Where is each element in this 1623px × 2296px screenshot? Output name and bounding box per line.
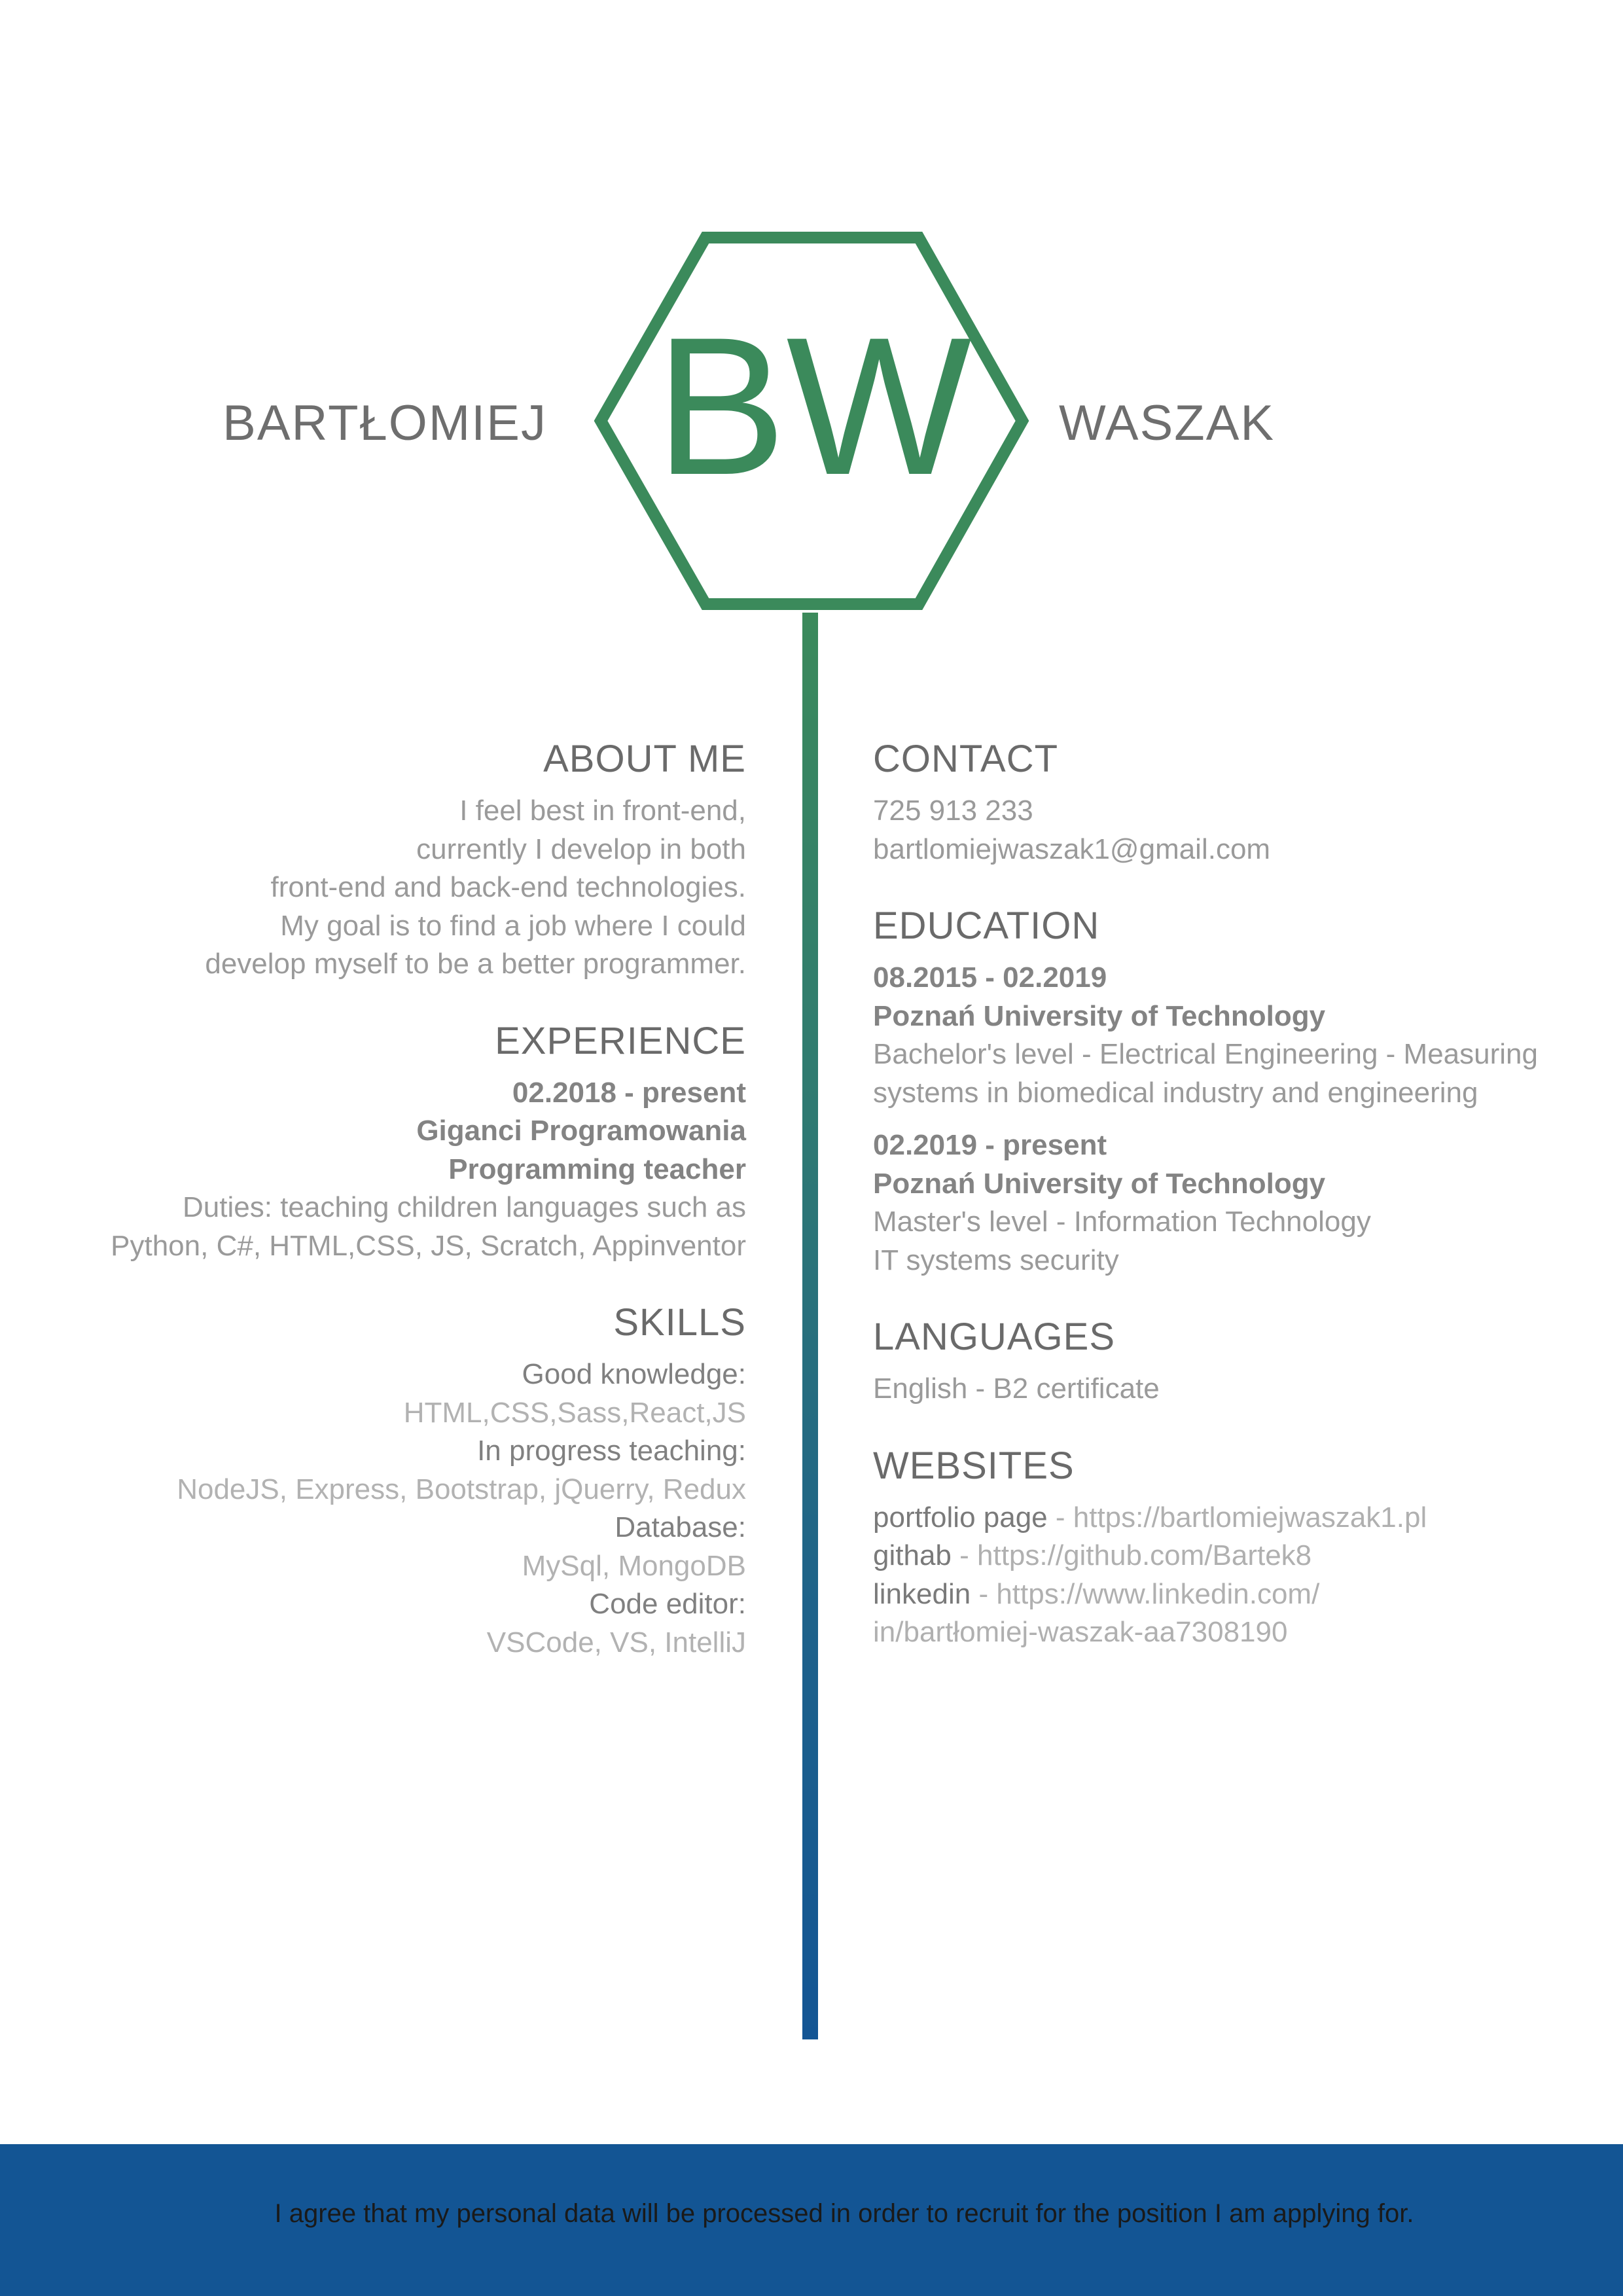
education-section: EDUCATION 08.2015 - 02.2019 Poznań Unive… xyxy=(873,900,1606,1280)
experience-role: Programming teacher xyxy=(448,1153,746,1185)
skills-section: SKILLS Good knowledge: HTML,CSS,Sass,Rea… xyxy=(26,1297,746,1662)
language-item: English - B2 certificate xyxy=(873,1372,1160,1405)
languages-heading: LANGUAGES xyxy=(873,1316,1115,1358)
languages-section: LANGUAGES English - B2 certificate xyxy=(873,1311,1606,1408)
website-separator: - xyxy=(1047,1501,1073,1534)
experience-heading: EXPERIENCE xyxy=(495,1019,746,1062)
website-item-linkedin: linkedin - https://www.linkedin.com/ xyxy=(873,1575,1606,1614)
contact-heading: CONTACT xyxy=(873,738,1059,780)
website-separator: - xyxy=(951,1539,977,1571)
education-school: Poznań University of Technology xyxy=(873,1167,1326,1200)
skill-group-value: HTML,CSS,Sass,React,JS xyxy=(403,1396,746,1429)
last-name: WASZAK xyxy=(1059,395,1275,451)
about-line: develop myself to be a better programmer… xyxy=(205,948,746,980)
about-line: currently I develop in both xyxy=(416,833,746,865)
experience-period: 02.2018 - present xyxy=(512,1076,746,1109)
experience-duties: Duties: teaching children languages such… xyxy=(183,1191,746,1223)
experience-company: Giganci Programowania xyxy=(416,1115,746,1147)
websites-section: WEBSITES portfolio page - https://bartlo… xyxy=(873,1440,1606,1652)
footer-band xyxy=(0,2144,1623,2296)
skill-group-value: MySql, MongoDB xyxy=(522,1549,746,1582)
education-detail: Master's level - Information Technology xyxy=(873,1206,1371,1238)
skill-group-label: Code editor: xyxy=(589,1588,746,1620)
education-heading: EDUCATION xyxy=(873,905,1100,947)
website-link[interactable]: https://bartlomiejwaszak1.pl xyxy=(1073,1501,1427,1534)
website-label: linkedin xyxy=(873,1577,971,1610)
contact-email[interactable]: bartlomiejwaszak1@gmail.com xyxy=(873,833,1271,865)
timeline-bar xyxy=(802,613,818,2039)
about-line: My goal is to find a job where I could xyxy=(280,909,746,942)
monogram-hexagon-logo: BW xyxy=(594,232,1029,610)
skill-group-label: In progress teaching: xyxy=(477,1435,746,1467)
education-entry: 08.2015 - 02.2019 Poznań University of T… xyxy=(873,959,1606,1112)
education-detail: IT systems security xyxy=(873,1244,1119,1276)
website-item-portfolio: portfolio page - https://bartlomiejwasza… xyxy=(873,1499,1606,1537)
website-link-continued[interactable]: in/bartłomiej-waszak-aa7308190 xyxy=(873,1616,1288,1648)
education-period: 02.2019 - present xyxy=(873,1129,1107,1161)
education-school: Poznań University of Technology xyxy=(873,999,1326,1032)
skills-heading: SKILLS xyxy=(613,1301,746,1344)
website-label: portfolio page xyxy=(873,1501,1048,1534)
experience-section: EXPERIENCE 02.2018 - present Giganci Pro… xyxy=(26,1015,746,1266)
hexagon-outline xyxy=(594,232,1029,610)
about-section: ABOUT ME I feel best in front-end, curre… xyxy=(26,733,746,984)
education-detail: systems in biomedical industry and engin… xyxy=(873,1076,1478,1109)
left-column: ABOUT ME I feel best in front-end, curre… xyxy=(26,733,746,1693)
skill-group-value: NodeJS, Express, Bootstrap, jQuerry, Red… xyxy=(177,1473,746,1505)
website-link[interactable]: https://www.linkedin.com/ xyxy=(996,1577,1320,1610)
skill-group-label: Good knowledge: xyxy=(522,1358,746,1390)
contact-section: CONTACT 725 913 233 bartlomiejwaszak1@gm… xyxy=(873,733,1606,869)
experience-duties: Python, C#, HTML,CSS, JS, Scratch, Appin… xyxy=(111,1229,746,1262)
education-period: 08.2015 - 02.2019 xyxy=(873,961,1107,994)
about-heading: ABOUT ME xyxy=(543,738,746,780)
consent-clause: I agree that my personal data will be pr… xyxy=(274,2199,1414,2228)
education-entry: 02.2019 - present Poznań University of T… xyxy=(873,1126,1606,1280)
website-link[interactable]: https://github.com/Bartek8 xyxy=(977,1539,1312,1571)
contact-phone[interactable]: 725 913 233 xyxy=(873,795,1033,827)
education-detail: Bachelor's level - Electrical Engineerin… xyxy=(873,1038,1538,1070)
skill-group-label: Database: xyxy=(615,1511,746,1543)
skill-group-value: VSCode, VS, IntelliJ xyxy=(486,1626,746,1659)
website-label: githab xyxy=(873,1539,952,1571)
monogram-text: BW xyxy=(655,296,973,516)
websites-heading: WEBSITES xyxy=(873,1444,1075,1487)
website-separator: - xyxy=(971,1577,997,1610)
first-name: BARTŁOMIEJ xyxy=(223,395,547,451)
about-line: I feel best in front-end, xyxy=(459,795,746,827)
website-item-github: githab - https://github.com/Bartek8 xyxy=(873,1537,1606,1575)
about-line: front-end and back-end technologies. xyxy=(270,871,747,903)
right-column: CONTACT 725 913 233 bartlomiejwaszak1@gm… xyxy=(873,733,1606,1683)
